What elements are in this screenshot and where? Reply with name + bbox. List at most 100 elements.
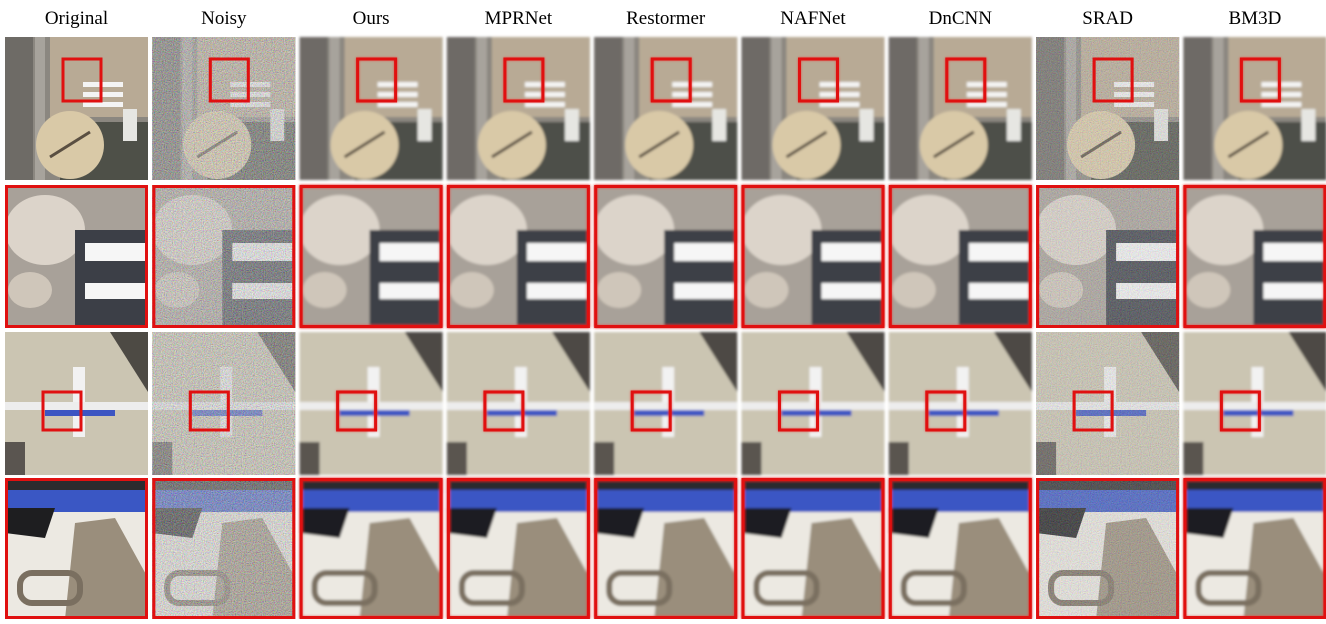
stripe — [820, 82, 860, 87]
tile-content — [889, 332, 1032, 475]
blob — [450, 272, 494, 308]
image-tile — [5, 37, 148, 180]
image-tile — [1183, 332, 1326, 475]
noise — [1036, 478, 1179, 619]
image-tile — [742, 37, 885, 180]
stripe — [822, 243, 885, 261]
stripe — [83, 102, 123, 107]
blob — [892, 272, 936, 308]
image-tile — [152, 185, 295, 328]
hangar — [300, 442, 320, 475]
image-tile — [1036, 185, 1179, 328]
image-tile — [300, 37, 443, 180]
tile-content — [5, 478, 148, 619]
stripe — [85, 243, 148, 261]
tile-content — [742, 185, 885, 328]
stripe — [83, 92, 123, 97]
image-tile — [447, 37, 590, 180]
wing — [447, 402, 590, 410]
image-tile — [152, 478, 295, 619]
stripe — [525, 82, 565, 87]
wing — [300, 402, 443, 410]
tile-content — [742, 478, 885, 619]
annex — [1301, 109, 1315, 141]
image-tile — [300, 332, 443, 475]
annex — [123, 109, 137, 141]
wing — [594, 402, 737, 410]
noise — [1036, 332, 1179, 475]
blob — [745, 272, 789, 308]
noise — [152, 332, 295, 475]
stripe — [527, 243, 590, 261]
image-tile — [594, 332, 737, 475]
stripe — [672, 92, 712, 97]
tile-content — [1183, 332, 1326, 475]
column-header: Noisy — [201, 8, 247, 29]
image-tile — [889, 185, 1032, 328]
stripe — [85, 283, 148, 299]
hangar — [447, 442, 467, 475]
column-header: NAFNet — [780, 8, 846, 29]
blob — [300, 195, 380, 265]
building — [742, 37, 770, 180]
noise — [152, 185, 295, 328]
stripe — [1261, 92, 1301, 97]
stripe — [378, 82, 418, 87]
image-tile — [447, 185, 590, 328]
column-header: BM3D — [1229, 8, 1282, 29]
image-tile — [889, 332, 1032, 475]
stripe — [967, 92, 1007, 97]
column-header: SRAD — [1082, 8, 1133, 29]
wing — [742, 402, 885, 410]
stripe — [1263, 283, 1326, 299]
hangar — [889, 442, 909, 475]
building — [889, 37, 917, 180]
building — [447, 37, 475, 180]
image-tile — [300, 185, 443, 328]
stripe — [525, 92, 565, 97]
annex — [860, 109, 874, 141]
tile-content — [447, 332, 590, 475]
stripe — [378, 102, 418, 107]
hangar — [742, 442, 762, 475]
stripe — [820, 92, 860, 97]
blob — [597, 272, 641, 308]
image-tile — [594, 37, 737, 180]
image-tile — [5, 185, 148, 328]
blob — [1186, 272, 1230, 308]
stripe — [820, 102, 860, 107]
wing — [5, 402, 148, 410]
column-header: MPRNet — [485, 8, 553, 29]
image-tile — [594, 478, 737, 619]
image-tile — [152, 332, 295, 475]
tile-content — [594, 332, 737, 475]
stripe — [83, 82, 123, 87]
blob — [742, 195, 822, 265]
image-tile — [889, 37, 1032, 180]
image-tile — [742, 185, 885, 328]
image-tile — [1036, 37, 1179, 180]
blob — [889, 195, 969, 265]
image-tile — [1036, 332, 1179, 475]
hangar — [594, 442, 614, 475]
image-tile — [447, 332, 590, 475]
annex — [1007, 109, 1021, 141]
annex — [565, 109, 579, 141]
stripe — [674, 243, 737, 261]
image-tile — [5, 478, 148, 619]
column-header: DnCNN — [929, 8, 993, 29]
tile-content — [889, 478, 1032, 619]
stripe — [1261, 102, 1301, 107]
comparison-figure: OriginalNoisyOursMPRNetRestormerNAFNetDn… — [0, 0, 1326, 619]
stripe — [969, 283, 1032, 299]
building — [5, 37, 33, 180]
annex — [418, 109, 432, 141]
stripe — [380, 243, 443, 261]
column-header: Ours — [353, 8, 390, 29]
blob — [8, 272, 52, 308]
stripe — [380, 283, 443, 299]
blob — [594, 195, 674, 265]
image-tile — [1183, 185, 1326, 328]
stripe — [674, 283, 737, 299]
tile-content — [1183, 478, 1326, 619]
